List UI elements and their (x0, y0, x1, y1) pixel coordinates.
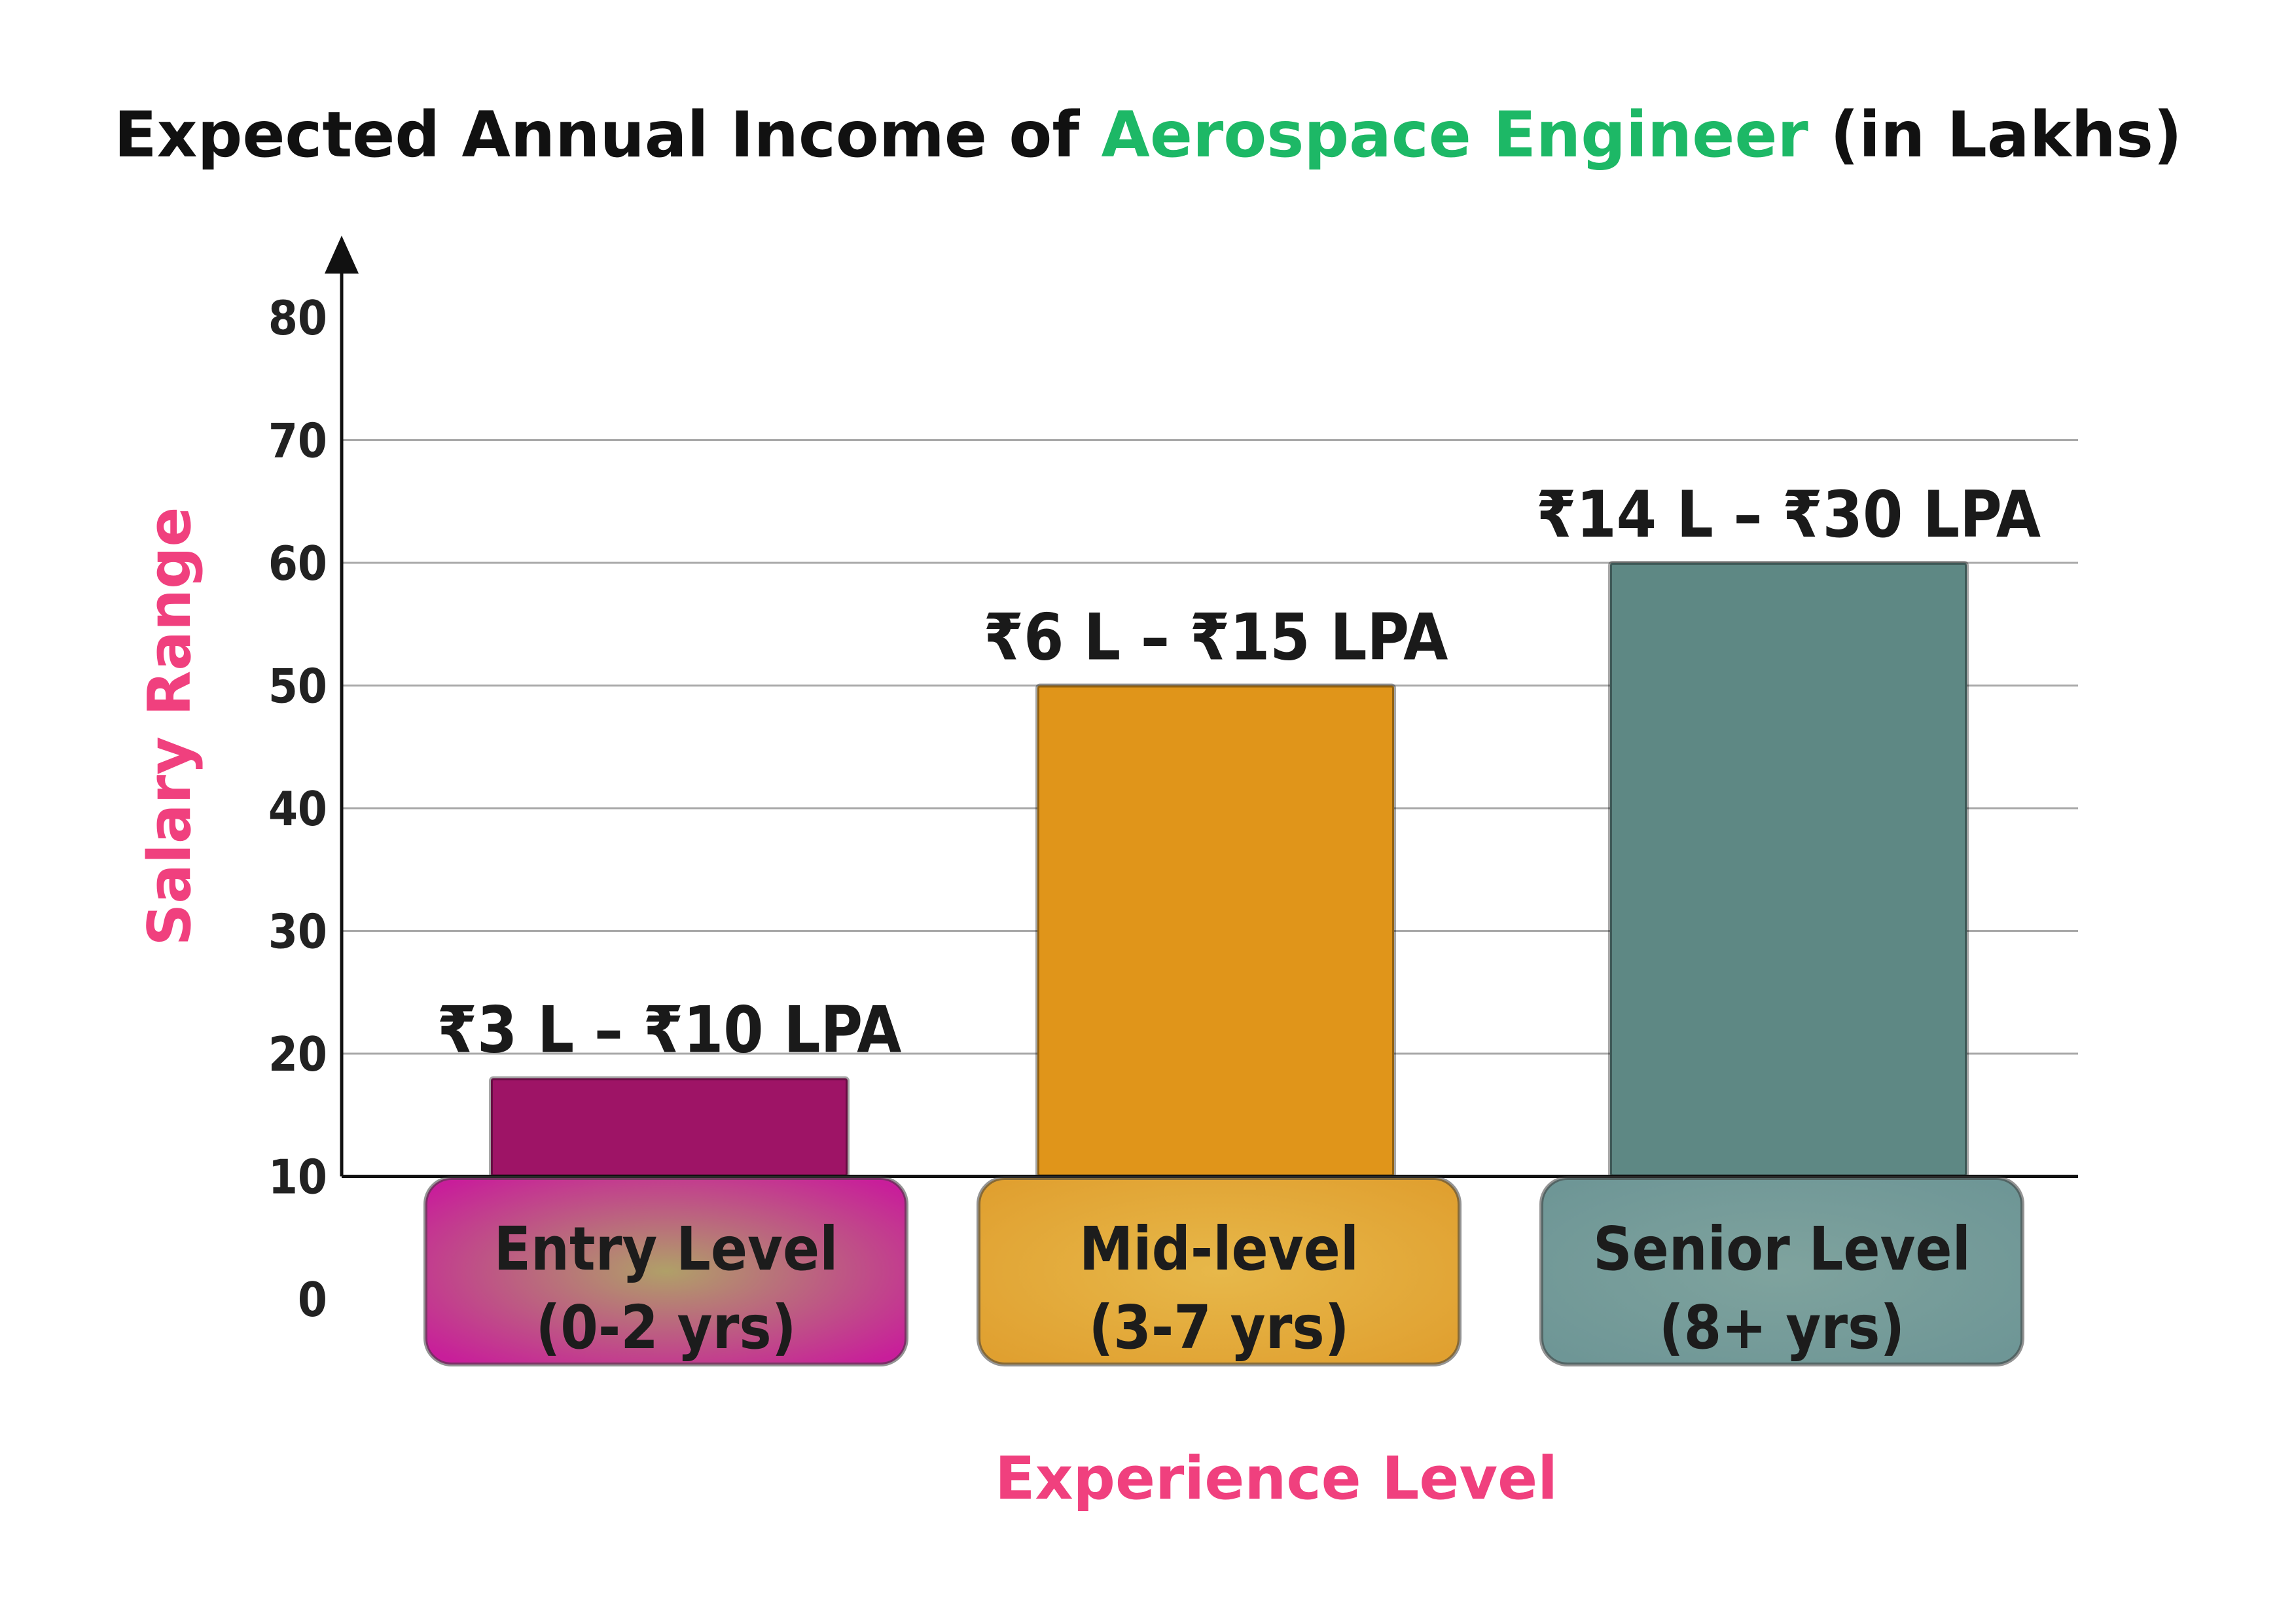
title-prefix: Expected Annual Income of (114, 98, 1102, 171)
y-tick-label: 0 (298, 1272, 327, 1327)
category-label: Entry Level (494, 1214, 838, 1284)
chart-title: Expected Annual Income of Aerospace Engi… (0, 98, 2296, 171)
y-tick-label: 80 (268, 291, 327, 346)
category-label: Mid-level (1079, 1214, 1359, 1284)
bar (1608, 561, 1969, 1179)
bar-value-label: ₹14 L – ₹30 LPA (1536, 478, 2041, 552)
bar-value-label: ₹6 L – ₹15 LPA (984, 601, 1448, 675)
category-box (977, 1176, 1462, 1366)
category-box (423, 1176, 908, 1366)
y-tick-label: 10 (268, 1150, 327, 1205)
y-tick-label: 70 (268, 414, 327, 469)
y-tick-label: 40 (268, 781, 327, 836)
y-axis-arrow-icon (325, 236, 359, 274)
title-highlight: Aerospace Engineer (1101, 98, 1808, 171)
y-axis-label: Salary Range (135, 507, 204, 946)
category-sublabel: (3-7 yrs) (1088, 1293, 1349, 1363)
y-tick-label: 50 (268, 659, 327, 714)
y-tick-label: 60 (268, 536, 327, 591)
x-axis-label: Experience Level (995, 1444, 1558, 1513)
category-label: Senior Level (1593, 1214, 1971, 1284)
y-tick-label: 30 (268, 904, 327, 959)
category-sublabel: (8+ yrs) (1659, 1293, 1905, 1363)
bar (1035, 683, 1396, 1179)
title-suffix: (in Lakhs) (1808, 98, 2182, 171)
bar-value-label: ₹3 L – ₹10 LPA (437, 993, 902, 1068)
bar (489, 1076, 850, 1179)
y-tick-label: 20 (268, 1027, 327, 1082)
category-box (1539, 1176, 2024, 1366)
category-sublabel: (0-2 yrs) (535, 1293, 796, 1363)
